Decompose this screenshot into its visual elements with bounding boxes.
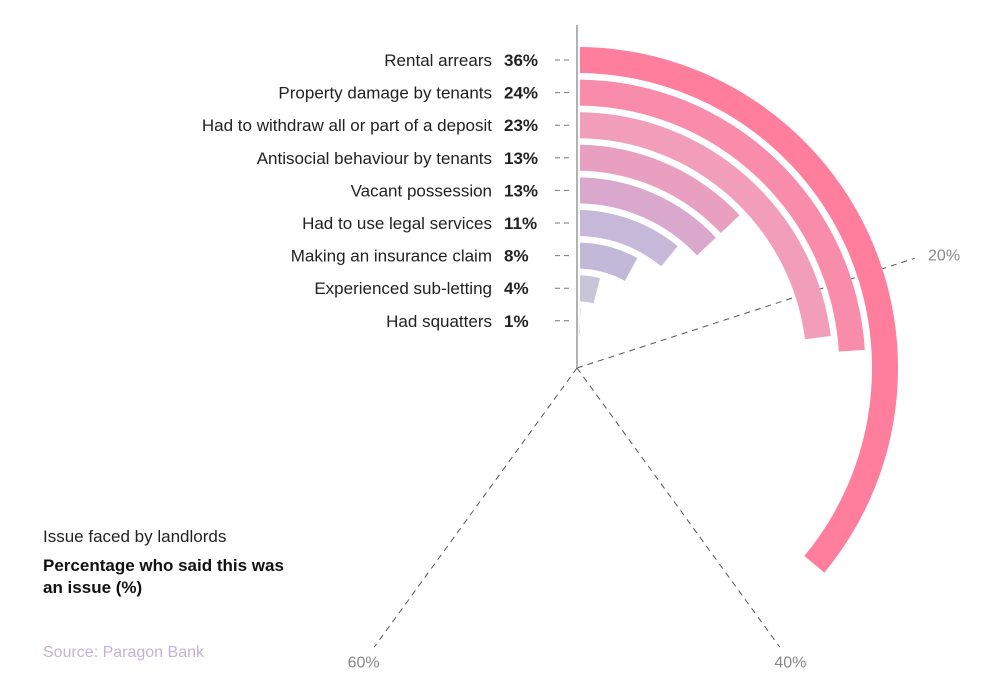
value-label: 13% — [504, 181, 538, 200]
bar — [580, 47, 899, 573]
bar — [580, 79, 865, 352]
source-note: Source: Paragon Bank — [43, 644, 204, 661]
bar — [579, 307, 581, 334]
value-label: 36% — [504, 51, 538, 70]
value-label: 8% — [504, 247, 529, 266]
value-label: 1% — [504, 312, 529, 331]
bar — [580, 275, 601, 304]
value-label: 11% — [504, 214, 537, 233]
category-label: Making an insurance claim — [291, 247, 492, 266]
value-label: 4% — [504, 279, 529, 298]
category-label: Experienced sub-letting — [314, 279, 492, 298]
category-label: Antisocial behaviour by tenants — [257, 149, 492, 168]
category-label: Had to withdraw all or part of a deposit — [202, 116, 492, 135]
category-label: Had to use legal services — [302, 214, 492, 233]
gridline — [576, 257, 915, 369]
category-label: Vacant possession — [351, 181, 492, 200]
bar — [580, 177, 716, 256]
category-label: Had squatters — [386, 312, 492, 331]
tick-label: 40% — [774, 655, 806, 672]
legend-value-label: Percentage who said this was an issue (%… — [43, 556, 284, 597]
category-label: Property damage by tenants — [278, 84, 492, 103]
bar — [580, 112, 831, 340]
legend-category-label: Issue faced by landlords — [43, 527, 227, 546]
category-label: Rental arrears — [384, 51, 492, 70]
value-label: 24% — [504, 84, 538, 103]
gridline — [373, 367, 578, 648]
value-label: 23% — [504, 116, 538, 135]
bar — [580, 210, 678, 267]
bar — [580, 144, 740, 234]
gridline — [576, 367, 781, 648]
tick-label: 20% — [928, 248, 960, 265]
bar — [580, 242, 638, 281]
tick-label: 60% — [348, 655, 380, 672]
value-label: 13% — [504, 149, 538, 168]
